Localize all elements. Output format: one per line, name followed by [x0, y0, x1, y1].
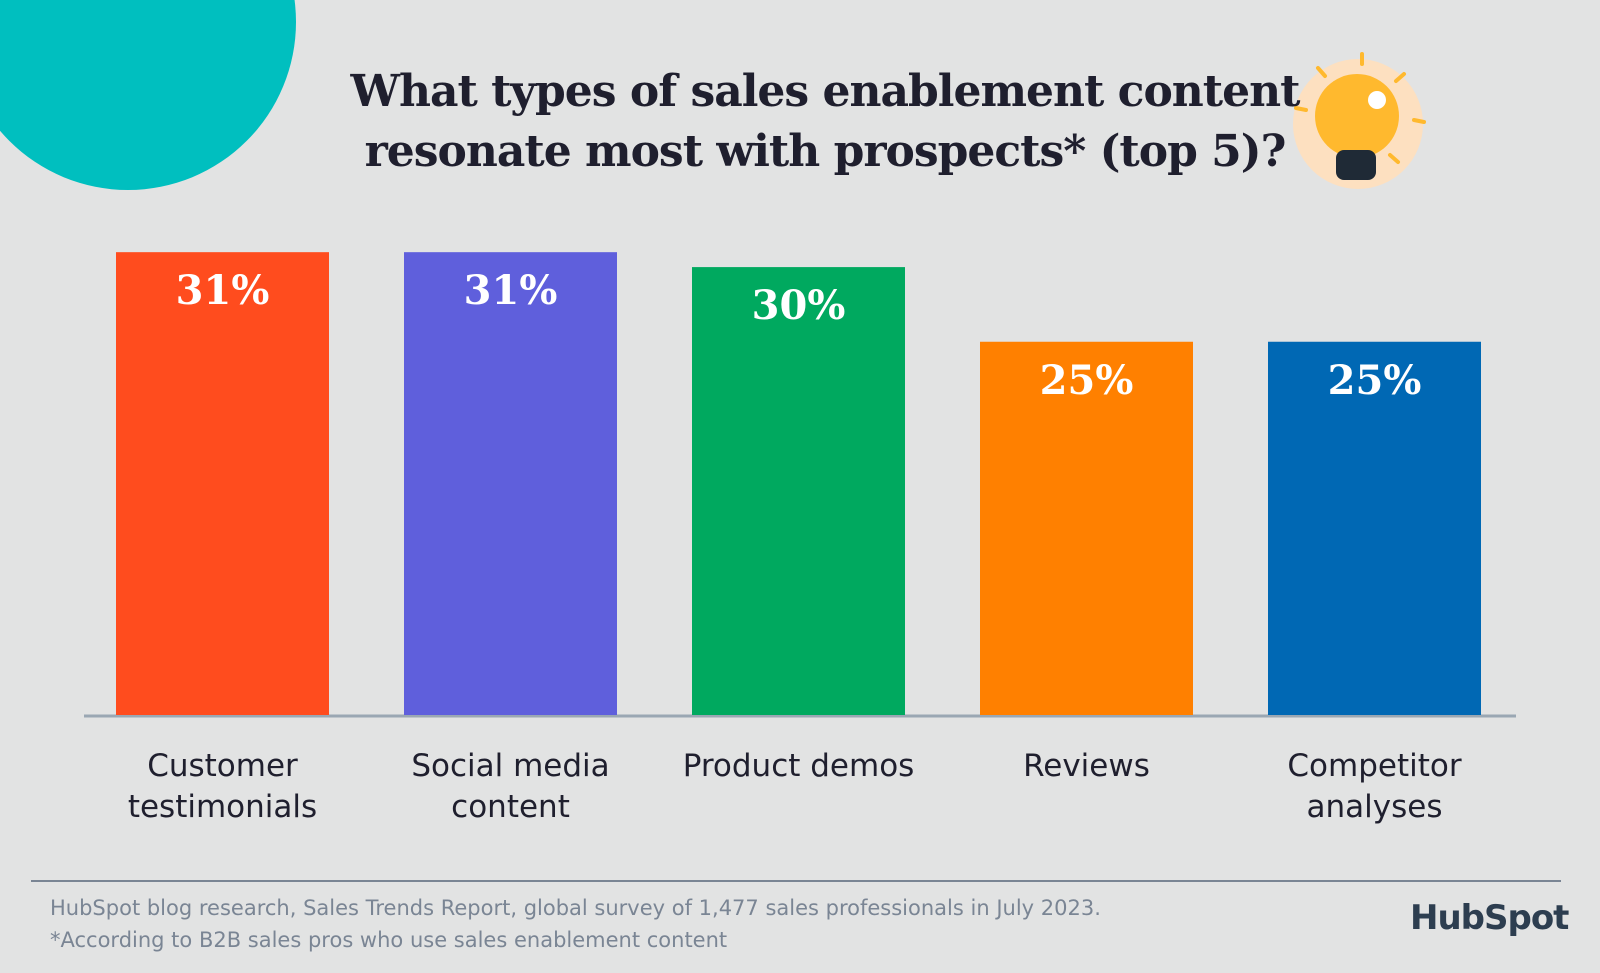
bar — [692, 267, 905, 715]
brand-logo: HubSpot — [1410, 898, 1569, 938]
value-label: 25% — [1040, 357, 1134, 404]
lightbulb-icon — [1293, 52, 1426, 189]
bar — [980, 341, 1193, 715]
value-label: 25% — [1328, 357, 1422, 404]
decor-circle — [0, 0, 296, 190]
chart-title: What types of sales enablement content r… — [350, 66, 1301, 177]
category-label: Product demos — [682, 748, 915, 784]
bar — [1268, 341, 1481, 715]
category-label: Competitor analyses — [1287, 748, 1462, 825]
value-label: 30% — [752, 282, 846, 329]
category-label: Social media content — [411, 748, 610, 825]
bar — [116, 252, 329, 716]
category-label: Customer testimonials — [127, 748, 318, 825]
source-note: HubSpot blog research, Sales Trends Repo… — [50, 896, 1101, 920]
bar — [404, 252, 617, 716]
value-label: 31% — [464, 267, 558, 314]
footnote: *According to B2B sales pros who use sal… — [50, 928, 728, 952]
value-label: 31% — [176, 267, 270, 314]
category-label: Reviews — [1023, 748, 1150, 784]
